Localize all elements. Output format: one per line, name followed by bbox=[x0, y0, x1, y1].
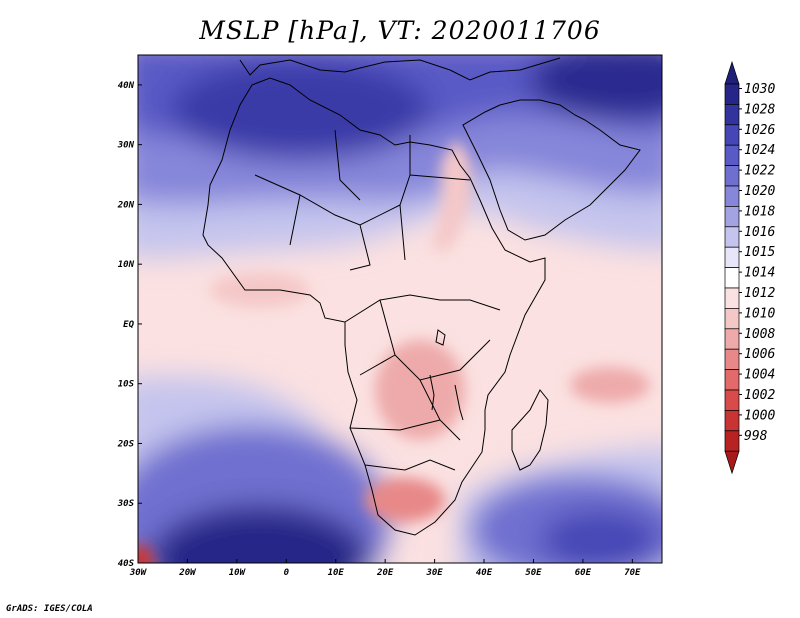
colorbar-label: 1006 bbox=[744, 347, 775, 362]
colorbar-swatch bbox=[724, 369, 740, 391]
colorbar-label: 1014 bbox=[744, 266, 775, 281]
lat-tick-label: 10N bbox=[118, 260, 135, 270]
kalahari-low bbox=[365, 478, 445, 522]
colorbar-label: 1002 bbox=[744, 388, 775, 403]
africa-coastline bbox=[202, 77, 546, 536]
colorbar-swatch bbox=[724, 389, 740, 411]
latitude-axis: 40N 30N 20N 10N EQ 10S 20S 30S 40S bbox=[117, 81, 142, 569]
colorbar-label: 1026 bbox=[744, 123, 775, 138]
chart-title: MSLP [hPa], VT: 2020011706 bbox=[199, 16, 601, 45]
colorbar-label: 1015 bbox=[744, 245, 775, 260]
colorbar-label: 1016 bbox=[744, 225, 775, 240]
lon-tick-label: 70E bbox=[624, 568, 641, 578]
maghreb-high bbox=[170, 60, 430, 160]
colorbar-swatch bbox=[724, 83, 740, 105]
colorbar-swatch bbox=[724, 165, 740, 187]
lat-tick-label: 40N bbox=[118, 81, 135, 91]
madagascar-coastline bbox=[511, 389, 549, 471]
colorbar-bottom-arrow bbox=[724, 450, 740, 475]
colorbar-swatch bbox=[724, 287, 740, 309]
colorbar-label: 1024 bbox=[744, 143, 775, 158]
colorbar-label: 1008 bbox=[744, 327, 775, 342]
colorbar-swatch bbox=[724, 226, 740, 248]
lat-tick-label: 20S bbox=[117, 439, 135, 449]
lat-tick-label: 20N bbox=[117, 200, 135, 210]
colorbar-top-arrow bbox=[724, 60, 740, 85]
colorbar-swatch bbox=[724, 267, 740, 289]
europe-coastline bbox=[239, 57, 561, 81]
congo-low bbox=[375, 340, 465, 440]
colorbar-swatch bbox=[724, 246, 740, 268]
colorbar-swatch bbox=[724, 308, 740, 330]
lat-tick-label: EQ bbox=[123, 320, 134, 330]
colorbar-label: 1010 bbox=[744, 306, 775, 321]
south-atlantic-core bbox=[150, 505, 370, 563]
colorbar-swatch bbox=[724, 124, 740, 146]
lon-tick-label: 0 bbox=[284, 568, 290, 578]
lon-tick-label: 10W bbox=[229, 568, 247, 578]
colorbar-swatch bbox=[724, 144, 740, 166]
lon-tick-label: 60E bbox=[575, 568, 592, 578]
colorbar-swatch bbox=[724, 206, 740, 228]
mozambique-channel-low bbox=[570, 367, 650, 403]
colorbar-label: 1004 bbox=[744, 368, 775, 383]
lon-tick-label: 20W bbox=[178, 568, 197, 578]
lat-tick-label: 30N bbox=[117, 141, 135, 151]
colorbar-label: 1028 bbox=[744, 102, 775, 117]
colorbar-swatch bbox=[724, 348, 740, 370]
arabia-coastline bbox=[462, 99, 641, 241]
colorbar-swatch bbox=[724, 328, 740, 350]
lon-tick-label: 30W bbox=[129, 568, 148, 578]
pressure-field bbox=[138, 55, 662, 563]
colorbar-label: 1022 bbox=[744, 164, 775, 179]
lon-tick-label: 40E bbox=[476, 568, 493, 578]
lon-tick-label: 10E bbox=[328, 568, 345, 578]
countries-sahara bbox=[254, 129, 471, 271]
credit-text: GrADS: IGES/COLA bbox=[6, 604, 93, 614]
colorbar-label: 1012 bbox=[744, 286, 775, 301]
colorbar: 1030 1028 1026 1024 1022 1020 1018 1016 1015 1014… bbox=[724, 60, 775, 475]
colorbar-swatch bbox=[724, 185, 740, 207]
colorbar-swatch bbox=[724, 104, 740, 126]
lon-tick-label: 20E bbox=[376, 568, 394, 578]
colorbar-label: 1020 bbox=[744, 184, 775, 199]
longitude-axis: 30W 20W 10W 0 10E 20E 30E 40E 50E 60E 70E bbox=[129, 559, 641, 578]
arabia-high bbox=[530, 55, 662, 120]
plot-frame bbox=[137, 54, 663, 564]
lat-tick-label: 10S bbox=[118, 380, 135, 390]
lakes bbox=[429, 329, 464, 421]
coastlines bbox=[202, 57, 641, 536]
colorbar-swatch bbox=[724, 430, 740, 452]
colorbar-swatch bbox=[724, 410, 740, 432]
lon-tick-label: 30E bbox=[425, 568, 443, 578]
colorbar-label: 1030 bbox=[744, 82, 775, 97]
lon-tick-label: 50E bbox=[525, 568, 542, 578]
colorbar-label: 998 bbox=[744, 429, 768, 444]
lat-tick-label: 30S bbox=[117, 499, 135, 509]
cape-low bbox=[138, 544, 154, 563]
lat-tick-label: 40S bbox=[118, 559, 135, 569]
colorbar-label: 1000 bbox=[744, 408, 775, 423]
colorbar-label: 1018 bbox=[744, 204, 775, 219]
indian-ocean-core bbox=[540, 510, 660, 563]
countries-central bbox=[344, 294, 501, 471]
